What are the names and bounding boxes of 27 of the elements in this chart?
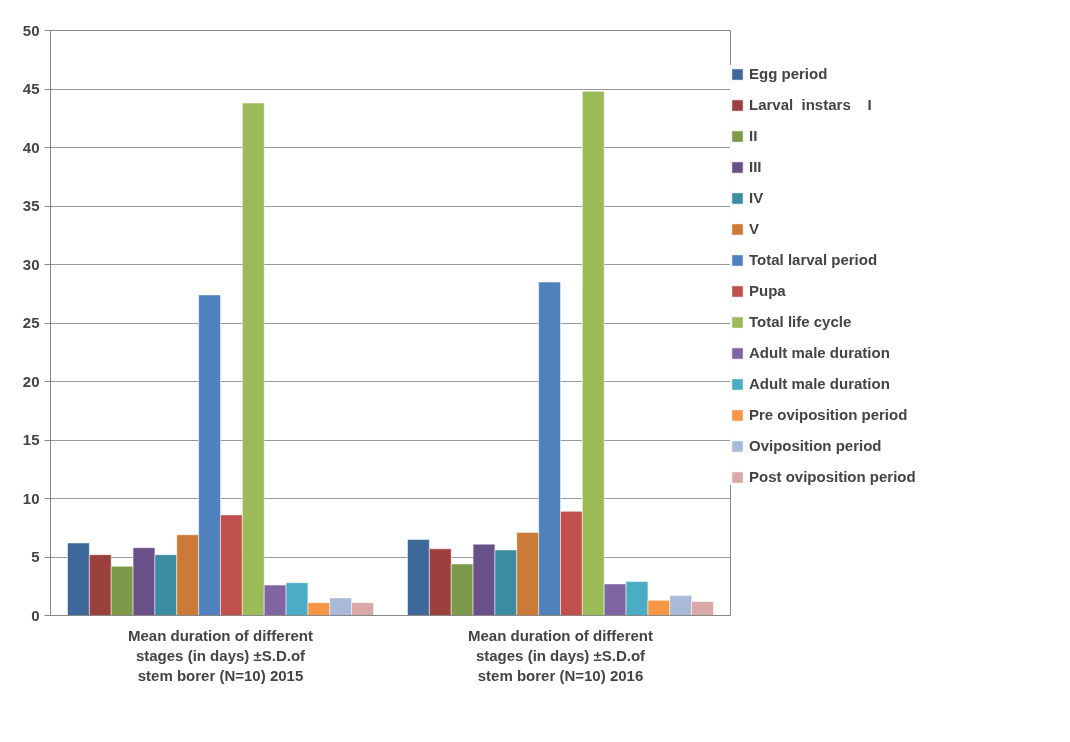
legend-label: Post oviposition period <box>749 468 916 485</box>
y-tick-label: 40 <box>22 138 40 156</box>
legend-label: Oviposition period <box>749 437 882 454</box>
legend-label: Total larval period <box>749 251 878 268</box>
legend-label: Egg period <box>749 65 828 82</box>
legend-label: Total life cycle <box>749 313 852 330</box>
y-tick-label: 15 <box>22 431 40 448</box>
y-tick-label: 5 <box>31 548 40 565</box>
legend-label: IV <box>749 189 765 206</box>
y-tick-label: 0 <box>31 606 40 624</box>
x-tick-label: Mean duration of different stages (in days) ±S.D.of stem borer (N=10) 2015 <box>128 626 313 685</box>
x-tick-label: Mean duration of different stages (in days) ±S.D.of stem borer (N=10) 2016 <box>468 626 653 685</box>
y-tick-label: 10 <box>22 489 40 507</box>
legend-label: III <box>749 158 763 175</box>
y-tick-label: 45 <box>22 80 40 97</box>
legend-label: Larval instars I <box>749 96 872 113</box>
y-tick-label: 25 <box>22 314 40 331</box>
legend-label: Pupa <box>749 282 786 299</box>
y-tick-label: 30 <box>22 255 40 273</box>
legend-label: V <box>749 220 760 237</box>
legend-label: Adult male duration <box>749 375 890 392</box>
y-tick-label: 35 <box>22 197 40 214</box>
legend-label: II <box>749 127 759 144</box>
y-tick-label: 50 <box>22 21 40 39</box>
legend-label: Pre oviposition period <box>749 406 908 423</box>
y-tick-label: 20 <box>22 372 40 390</box>
legend-label: Adult male duration <box>749 344 890 361</box>
